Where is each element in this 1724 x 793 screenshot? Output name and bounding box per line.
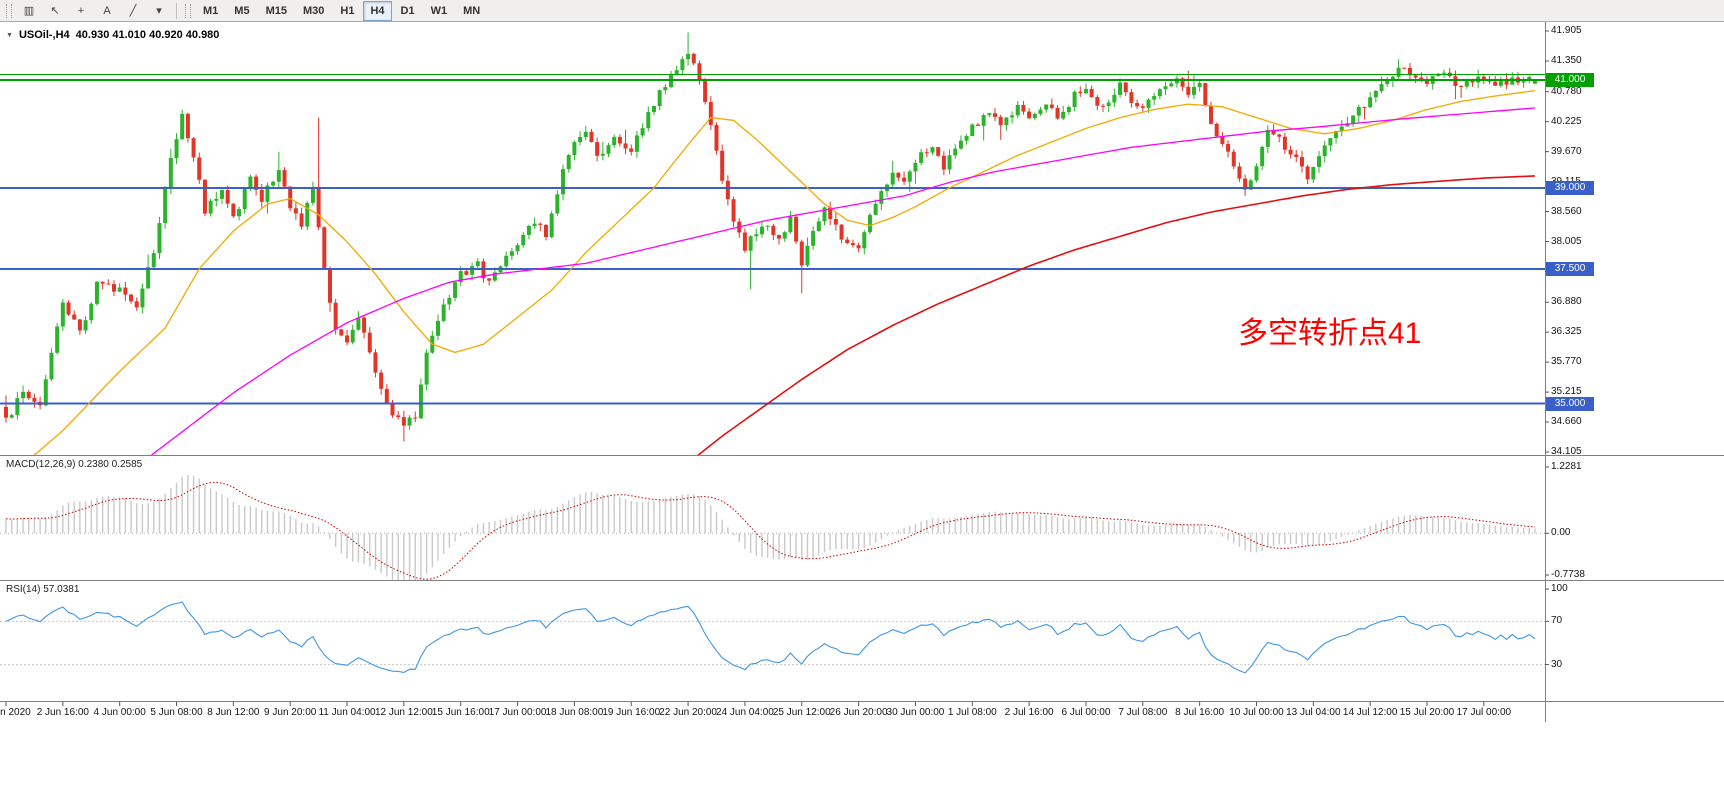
price-badge-41.000: 41.000 — [1546, 72, 1594, 87]
time-tick-label: 30 Jun 00:00 — [886, 707, 945, 718]
time-tick-label: 17 Jun 00:00 — [488, 707, 547, 718]
ohlc-values: 40.930 41.010 40.920 40.980 — [75, 29, 220, 41]
time-tick-label: 8 Jun 12:00 — [207, 707, 260, 718]
timeframe-button-m30[interactable]: M30 — [302, 4, 325, 17]
rsi-axis-label: 70 — [1551, 615, 1563, 627]
time-tick-label: 6 Jul 00:00 — [1061, 707, 1111, 718]
time-tick-label: 18 Jun 08:00 — [545, 707, 604, 718]
ma-slow-line — [697, 175, 1536, 455]
time-tick-label: 24 Jun 04:00 — [716, 707, 774, 718]
rsi-axis-label: 30 — [1551, 658, 1563, 670]
price-tick-label: 35.215 — [1551, 386, 1582, 398]
text-tool-icon[interactable]: A — [103, 4, 111, 17]
timeframe-button-h4[interactable]: H4 — [363, 0, 392, 21]
rsi-indicator-label: RSI(14) 57.0381 — [6, 584, 80, 595]
price-tick-label: 36.325 — [1551, 326, 1582, 338]
time-tick-label: 5 Jun 08:00 — [150, 707, 203, 718]
time-tick-label: 1 Jul 08:00 — [947, 707, 997, 718]
timeframe-button-m15[interactable]: M15 — [265, 4, 287, 17]
chart-type-icon[interactable]: ▥ — [23, 5, 35, 17]
crosshair-icon[interactable]: + — [77, 4, 85, 17]
ma-medium-line — [150, 107, 1536, 455]
price-badge-35.000: 35.000 — [1546, 396, 1594, 411]
toolbar: ▥ ↖ + A ╱ ▾ M1 M5 M15 M30 H1 H4 D1 W1 MN — [0, 0, 1724, 22]
time-tick-label: 15 Jul 20:00 — [1399, 707, 1455, 718]
chart-title: ▼ USOil-,H4 40.930 41.010 40.920 40.980 — [6, 29, 219, 41]
price-tick-label: 41.905 — [1551, 25, 1582, 36]
time-tick-label: 19 Jun 16:00 — [602, 707, 661, 718]
timeframe-button-m5[interactable]: M5 — [234, 4, 250, 17]
time-tick-label: 8 Jul 16:00 — [1175, 707, 1225, 718]
time-tick-label: 12 Jun 12:00 — [374, 707, 433, 718]
price-tick-label: 36.880 — [1551, 296, 1582, 308]
chart-annotation-text[interactable]: 多空转折点41 — [1238, 317, 1422, 350]
time-tick-label: 26 Jun 20:00 — [829, 707, 888, 718]
price-tick-label: 38.560 — [1551, 205, 1582, 217]
timeframe-button-d1[interactable]: D1 — [400, 4, 415, 17]
trendline-icon[interactable]: ╱ — [129, 5, 137, 17]
cursor-icon[interactable]: ↖ — [50, 5, 60, 17]
price-badge-39.000: 39.000 — [1546, 180, 1594, 195]
timeframe-button-mn[interactable]: MN — [463, 4, 481, 17]
symbol-timeframe-label: USOil-,H4 — [18, 29, 70, 41]
macd-axis-label: 0.00 — [1551, 527, 1571, 539]
time-tick-label: 22 Jun 20:00 — [659, 707, 717, 718]
price-tick-label: 34.660 — [1551, 416, 1582, 428]
toolbar-grip[interactable] — [6, 3, 12, 18]
price-tick-label: 38.005 — [1551, 235, 1582, 247]
price-tick-label: 39.670 — [1551, 145, 1582, 157]
price-tick-label: 40.780 — [1551, 85, 1582, 97]
time-tick-label: 25 Jun 12:00 — [772, 707, 831, 718]
timeframe-button-m1[interactable]: M1 — [203, 4, 219, 17]
time-tick-label: 10 Jul 00:00 — [1229, 707, 1284, 718]
price-tick-label: 34.105 — [1551, 446, 1582, 457]
toolbar-separator — [176, 2, 177, 19]
time-tick-label: 15 Jun 16:00 — [431, 707, 490, 718]
macd-axis-label: 1.2281 — [1551, 461, 1582, 472]
collapse-icon[interactable]: ▼ — [6, 31, 13, 39]
time-tick-label: 2 Jun 16:00 — [36, 707, 89, 718]
price-badge-37.500: 37.500 — [1546, 261, 1594, 276]
rsi-line — [5, 601, 1536, 674]
timeframe-button-w1[interactable]: W1 — [430, 4, 448, 17]
macd-indicator-label: MACD(12,26,9) 0.2380 0.2585 — [6, 459, 143, 470]
rsi-axis-label: 100 — [1551, 583, 1568, 594]
time-tick-label: 17 Jul 00:00 — [1456, 707, 1512, 718]
macd-histogram — [5, 475, 1536, 580]
macd-axis-label: -0.7738 — [1551, 569, 1585, 580]
time-tick-label: 14 Jul 12:00 — [1342, 707, 1398, 718]
time-tick-label: 9 Jun 20:00 — [264, 707, 317, 718]
candlestick-series — [4, 32, 1537, 442]
price-tick-label: 40.225 — [1551, 115, 1582, 127]
time-tick-label: 4 Jun 00:00 — [93, 707, 146, 718]
time-tick-label: 11 Jun 04:00 — [318, 707, 376, 718]
time-tick-label: 13 Jul 04:00 — [1286, 707, 1341, 718]
timeframe-button-h1[interactable]: H1 — [340, 4, 355, 17]
toolbar-grip[interactable] — [185, 3, 191, 18]
macd-signal-line — [5, 481, 1536, 580]
price-tick-label: 41.350 — [1551, 54, 1582, 66]
time-tick-label: 2 Jul 16:00 — [1004, 707, 1054, 718]
time-tick-label: 1 Jun 2020 — [0, 707, 31, 718]
draw-dropdown-icon[interactable]: ▾ — [156, 5, 162, 17]
ma-fast-line — [33, 89, 1536, 455]
price-tick-label: 35.770 — [1551, 356, 1582, 368]
time-tick-label: 7 Jul 08:00 — [1118, 707, 1168, 718]
